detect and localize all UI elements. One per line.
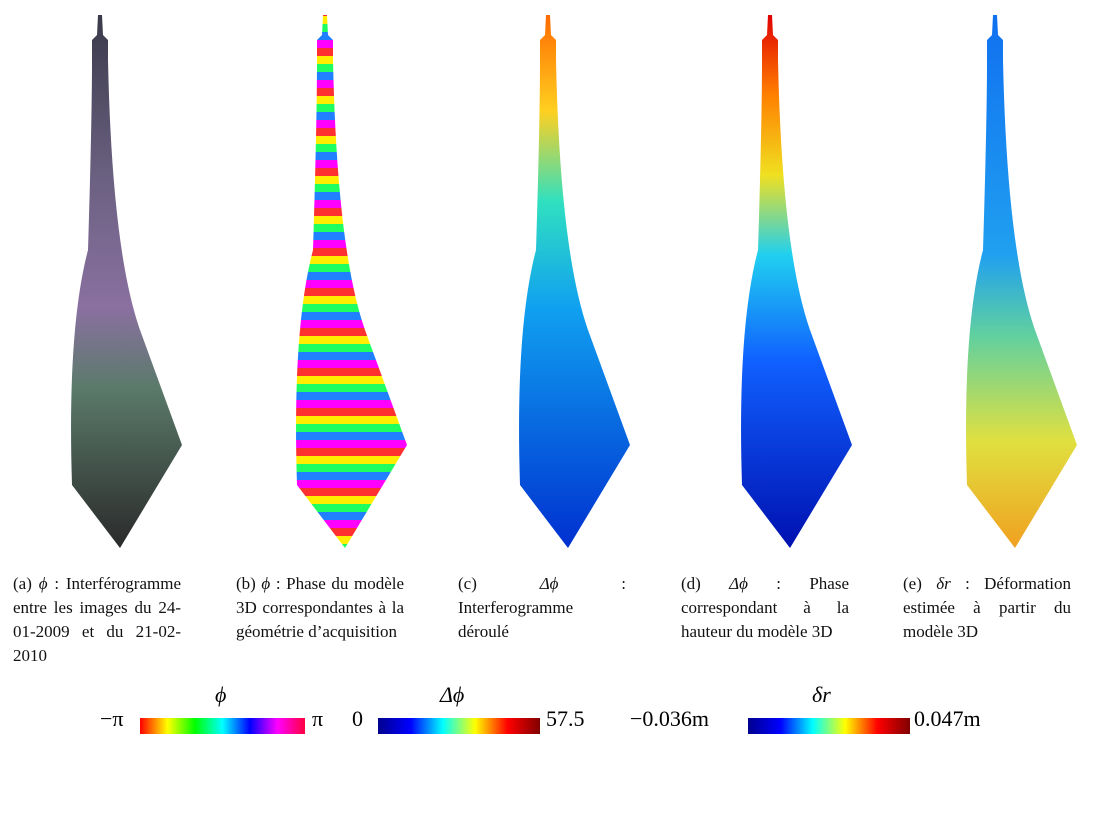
caption: (a) ϕ : Interférogramme entre les images… xyxy=(13,572,181,668)
colorbar-min-label: −0.036m xyxy=(630,706,710,731)
caption-text: : Interferogramme déroulé xyxy=(458,574,627,641)
caption-symbol: Δϕ xyxy=(539,574,559,593)
caption-text: : Interférogramme entre les images du 24… xyxy=(13,574,181,665)
caption-label: (d) xyxy=(681,574,701,593)
colorbar-title: δr xyxy=(812,682,831,707)
tower-image xyxy=(71,15,182,548)
caption-text: : Déformation estimée à partir du modèle… xyxy=(903,574,1072,641)
caption-symbol: δr xyxy=(936,574,951,593)
caption-label: (e) xyxy=(903,574,922,593)
tower-image xyxy=(966,15,1077,548)
tower-image xyxy=(296,15,407,548)
colorbar-title: Δϕ xyxy=(440,682,465,707)
colorbar xyxy=(140,718,305,734)
caption-symbol: Δϕ xyxy=(729,574,748,593)
colorbar xyxy=(748,718,910,734)
tower-image xyxy=(519,15,630,548)
colorbar xyxy=(378,718,540,734)
caption-symbol: ϕ xyxy=(38,574,48,593)
colorbar-max-label: 57.5 xyxy=(546,706,585,731)
colorbar-max-label: π xyxy=(312,706,324,731)
colorbar-max-label: 0.047m xyxy=(914,706,981,731)
tower-image xyxy=(741,15,852,548)
caption-text: : Phase correspondant à la hauteur du mo… xyxy=(681,574,850,641)
caption-symbol: ϕ xyxy=(261,574,271,593)
colorbar-min-label: −π xyxy=(100,706,124,731)
colorbar-min-label: 0 xyxy=(352,706,363,731)
caption: (b) ϕ : Phase du modèle 3D correspondant… xyxy=(236,572,404,644)
colorbar-title: ϕ xyxy=(215,682,227,707)
caption: (d) Δϕ : Phase correspondant à la hauteu… xyxy=(681,572,849,644)
caption: (c) Δϕ : Interferogramme déroulé xyxy=(458,572,626,644)
caption-label: (c) xyxy=(458,574,477,593)
figure xyxy=(71,15,1077,548)
caption-text: : Phase du modèle 3D correspondantes à l… xyxy=(236,574,405,641)
caption: (e) δr : Déformation estimée à partir du… xyxy=(903,572,1071,644)
caption-label: (b) xyxy=(236,574,256,593)
caption-label: (a) xyxy=(13,574,32,593)
